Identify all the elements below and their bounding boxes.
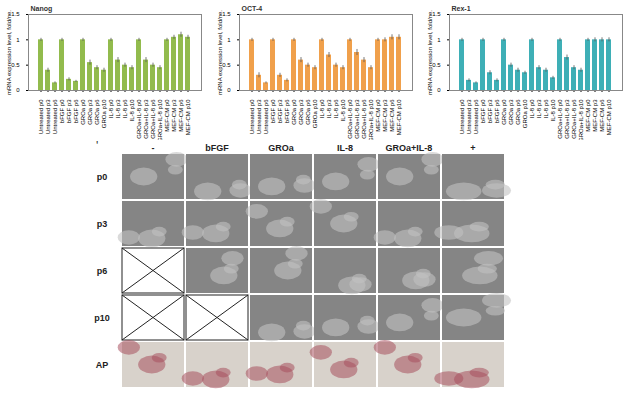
svg-text:Untreated p6: Untreated p6 <box>473 99 479 134</box>
svg-text:IL-8: IL-8 <box>337 143 353 153</box>
svg-text:Nanog: Nanog <box>31 5 53 13</box>
svg-text:IL-8 p0: IL-8 p0 <box>108 99 114 118</box>
svg-text:0.5: 0.5 <box>222 62 231 68</box>
svg-text:MEF-CM p3: MEF-CM p3 <box>592 99 598 132</box>
svg-text:-: - <box>152 143 155 153</box>
svg-text:bFGF p3: bFGF p3 <box>66 99 72 123</box>
svg-text:1.5: 1.5 <box>432 11 441 17</box>
svg-text:bFGF p0: bFGF p0 <box>269 99 275 123</box>
svg-text:IL-8 p0: IL-8 p0 <box>318 99 324 118</box>
svg-text:1: 1 <box>227 37 231 43</box>
svg-text:Untreated p0: Untreated p0 <box>459 99 465 134</box>
svg-text:GROa+IL-8 p10: GROa+IL-8 p10 <box>157 99 163 140</box>
svg-text:Untreated p3: Untreated p3 <box>255 99 261 134</box>
svg-text:+: + <box>470 143 475 153</box>
svg-text:IL-8 p0: IL-8 p0 <box>529 99 535 118</box>
svg-text:GROa p6: GROa p6 <box>94 99 100 125</box>
svg-text:Rex-1: Rex-1 <box>452 5 471 12</box>
svg-text:': ' <box>96 140 98 153</box>
svg-text:GROa+IL-8 p10: GROa+IL-8 p10 <box>367 99 373 140</box>
svg-text:0: 0 <box>437 87 441 93</box>
svg-text:GROa+IL-8 p0: GROa+IL-8 p0 <box>557 99 563 139</box>
svg-text:AP: AP <box>96 360 109 370</box>
svg-text:IL-8 p6: IL-8 p6 <box>332 99 338 118</box>
svg-text:IL-8 p10: IL-8 p10 <box>550 99 556 122</box>
svg-text:GROa p6: GROa p6 <box>304 99 310 125</box>
svg-text:0.5: 0.5 <box>432 62 441 68</box>
svg-text:GROa+IL-8 p3: GROa+IL-8 p3 <box>353 99 359 139</box>
svg-text:Untreated p0: Untreated p0 <box>248 99 254 134</box>
svg-text:GROa: GROa <box>268 143 295 153</box>
svg-text:GROa+IL-8 p6: GROa+IL-8 p6 <box>571 99 577 139</box>
svg-text:GROa p10: GROa p10 <box>522 99 528 128</box>
svg-text:bFGF p0: bFGF p0 <box>480 99 486 123</box>
svg-text:MEF-CM p3: MEF-CM p3 <box>381 99 387 132</box>
svg-text:GROa p10: GROa p10 <box>311 99 317 128</box>
svg-text:GROa p10: GROa p10 <box>101 99 107 128</box>
svg-text:GROa p0: GROa p0 <box>501 99 507 125</box>
svg-text:MEF-CM p0: MEF-CM p0 <box>164 99 170 132</box>
svg-text:IL-8 p10: IL-8 p10 <box>129 99 135 122</box>
svg-text:Untreated p6: Untreated p6 <box>52 99 58 134</box>
svg-text:p10: p10 <box>94 313 110 323</box>
svg-text:MEF-CM p6: MEF-CM p6 <box>178 99 184 132</box>
svg-text:GROa p3: GROa p3 <box>87 99 93 125</box>
svg-text:Untreated p0: Untreated p0 <box>38 99 44 134</box>
svg-text:mRNA expression level, fold/ne: mRNA expression level, fold/ne. <box>427 10 433 95</box>
svg-text:bFGF p3: bFGF p3 <box>276 99 282 123</box>
svg-text:mRNA expression level, fold/ne: mRNA expression level, fold/ne. <box>6 10 12 95</box>
svg-text:IL-8 p3: IL-8 p3 <box>536 99 542 118</box>
svg-text:1: 1 <box>437 37 441 43</box>
svg-text:p6: p6 <box>97 266 108 276</box>
svg-text:OCT-4: OCT-4 <box>241 5 262 12</box>
svg-text:MEF-CM p6: MEF-CM p6 <box>599 99 605 132</box>
svg-text:1.5: 1.5 <box>11 11 20 17</box>
svg-text:MEF-CM p3: MEF-CM p3 <box>171 99 177 132</box>
svg-text:bFGF p3: bFGF p3 <box>487 99 493 123</box>
svg-text:MEF-CM p0: MEF-CM p0 <box>585 99 591 132</box>
svg-text:MEF-CM p6: MEF-CM p6 <box>388 99 394 132</box>
svg-text:0.5: 0.5 <box>11 62 20 68</box>
svg-text:Untreated p3: Untreated p3 <box>45 99 51 134</box>
svg-text:MEF-CM p10: MEF-CM p10 <box>395 99 401 135</box>
svg-text:GROa+IL-8 p6: GROa+IL-8 p6 <box>360 99 366 139</box>
svg-text:GROa+IL-8 p10: GROa+IL-8 p10 <box>578 99 584 140</box>
svg-text:IL-8 p6: IL-8 p6 <box>122 99 128 118</box>
svg-text:Untreated p3: Untreated p3 <box>466 99 472 134</box>
svg-text:MEF-CM p0: MEF-CM p0 <box>374 99 380 132</box>
svg-text:MEF-CM p10: MEF-CM p10 <box>606 99 612 135</box>
svg-text:GROa p0: GROa p0 <box>290 99 296 125</box>
svg-text:GROa+IL-8 p3: GROa+IL-8 p3 <box>143 99 149 139</box>
svg-text:bFGF p6: bFGF p6 <box>283 99 289 123</box>
svg-text:IL-8 p6: IL-8 p6 <box>543 99 549 118</box>
svg-text:0: 0 <box>227 87 231 93</box>
svg-text:MEF-CM p10: MEF-CM p10 <box>185 99 191 135</box>
svg-text:IL-8 p3: IL-8 p3 <box>325 99 331 118</box>
svg-text:1: 1 <box>16 37 20 43</box>
svg-text:IL-8 p3: IL-8 p3 <box>115 99 121 118</box>
svg-text:bFGF: bFGF <box>205 143 229 153</box>
svg-text:bFGF p6: bFGF p6 <box>73 99 79 123</box>
svg-text:bFGF p0: bFGF p0 <box>59 99 65 123</box>
svg-text:GROa+IL-8 p0: GROa+IL-8 p0 <box>136 99 142 139</box>
svg-text:GROa+IL-8 p0: GROa+IL-8 p0 <box>346 99 352 139</box>
svg-text:GROa+IL-8 p6: GROa+IL-8 p6 <box>150 99 156 139</box>
svg-text:GROa p0: GROa p0 <box>80 99 86 125</box>
svg-text:1.5: 1.5 <box>222 11 231 17</box>
svg-text:p0: p0 <box>97 172 108 182</box>
svg-text:GROa+IL-8: GROa+IL-8 <box>386 143 433 153</box>
svg-text:bFGF p6: bFGF p6 <box>494 99 500 123</box>
svg-text:mRNA expression level, fold/ne: mRNA expression level, fold/ne. <box>216 10 222 95</box>
svg-text:GROa p3: GROa p3 <box>297 99 303 125</box>
svg-text:IL-8 p10: IL-8 p10 <box>339 99 345 122</box>
svg-text:GROa+IL-8 p3: GROa+IL-8 p3 <box>564 99 570 139</box>
svg-text:Untreated p6: Untreated p6 <box>262 99 268 134</box>
svg-text:GROa p6: GROa p6 <box>515 99 521 125</box>
svg-text:p3: p3 <box>97 219 108 229</box>
svg-text:0: 0 <box>16 87 20 93</box>
svg-text:GROa p3: GROa p3 <box>508 99 514 125</box>
